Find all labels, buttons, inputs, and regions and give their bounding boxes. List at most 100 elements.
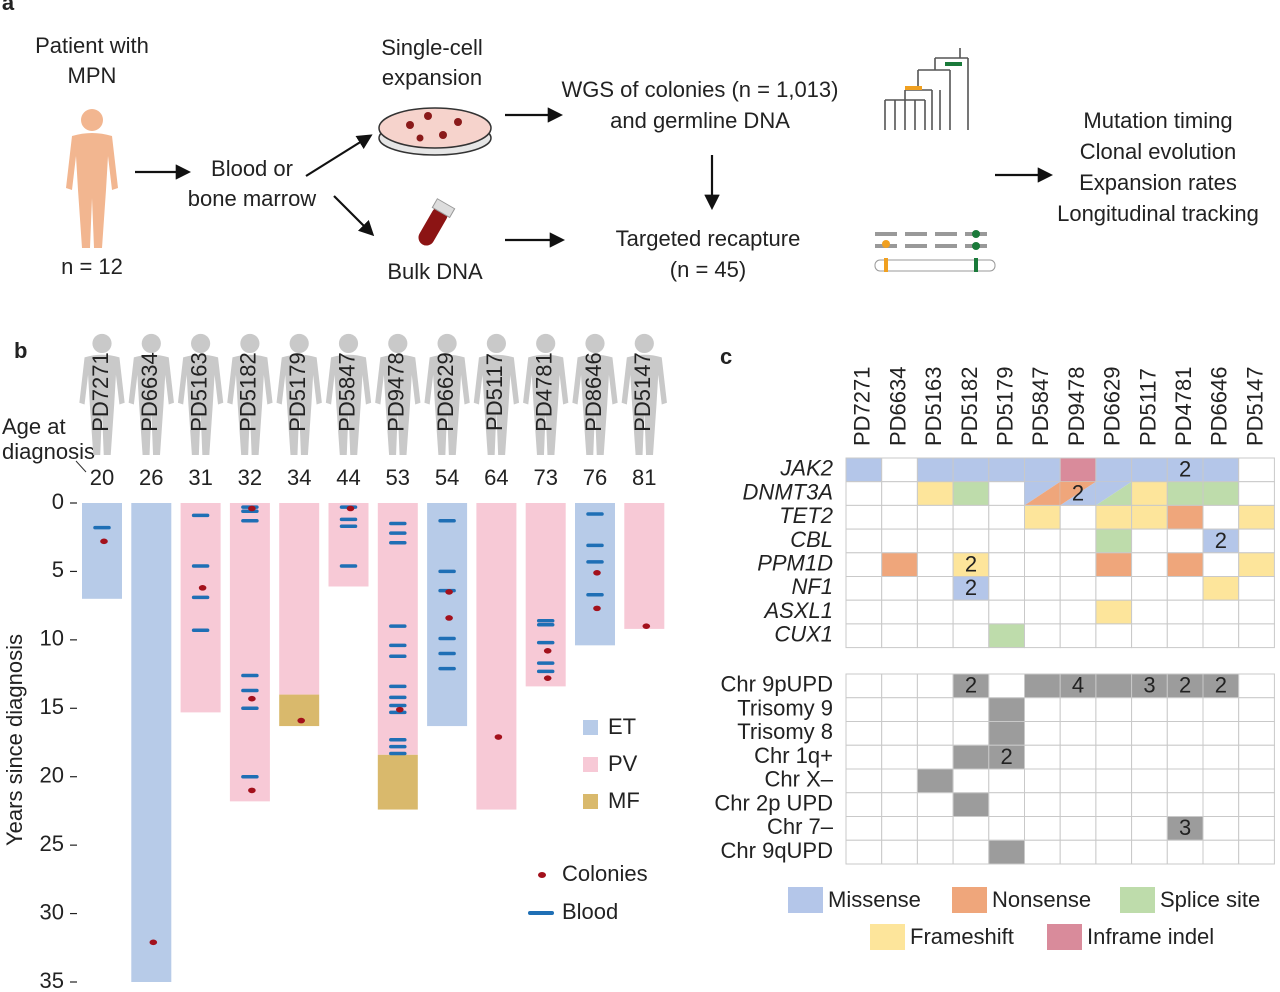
legend-label: ET (608, 714, 636, 739)
patient-id: PD8646 (581, 352, 606, 432)
mutation-cell (952, 528, 990, 554)
mutation-cell (1131, 528, 1168, 554)
mutation-cell (881, 457, 918, 483)
mutation-cell (988, 576, 1025, 601)
recapture-label: (n = 45) (670, 257, 746, 282)
chromosome-cell (988, 839, 1025, 865)
age: 26 (139, 465, 163, 490)
silhouette-head (289, 333, 309, 354)
mutation-cell (845, 576, 883, 601)
mutation-cell (845, 504, 883, 530)
colony-sample (543, 675, 552, 681)
chromosome-cell (988, 673, 1025, 699)
patient-label: Patient with (35, 33, 149, 58)
legend-swatch (1047, 924, 1082, 950)
patient-id: PD5847 (334, 352, 359, 432)
patient-id: PD7271 (88, 352, 113, 432)
age: 64 (484, 465, 508, 490)
mutation-cell (952, 457, 990, 483)
chromosome-cell (1095, 673, 1133, 699)
column-label: PD5847 (1028, 366, 1053, 446)
mutation-cell (916, 457, 954, 483)
mutation-cell (1131, 623, 1168, 649)
chromosome-cell (1238, 768, 1275, 794)
patient-id: PD6634 (137, 352, 162, 432)
mutation-cell (845, 623, 883, 649)
chromosome-count: 2 (1215, 673, 1227, 698)
column-label: PD5147 (1242, 366, 1267, 446)
recapture-label: Targeted recapture (616, 226, 801, 251)
mutation-cell-part (1060, 481, 1096, 506)
mutation-cell (1166, 528, 1204, 554)
chromosome-cell (952, 744, 990, 770)
colony-sample (248, 787, 256, 794)
mutation-cell (1202, 576, 1240, 601)
mutation-cell-part (1095, 481, 1132, 506)
patient-label: MPN (68, 63, 117, 88)
mutation-cell (1095, 504, 1133, 530)
chromosome-cell (1024, 697, 1061, 722)
colony-sample (642, 623, 651, 629)
chromosome-cell (1095, 792, 1133, 817)
legend-label: Splice site (1160, 887, 1260, 912)
chromosome-cell (881, 697, 918, 722)
silhouette (79, 333, 125, 455)
chromosome-cell (1166, 792, 1204, 817)
mutation-cell (1202, 552, 1240, 577)
mutation-cell (952, 481, 990, 506)
chromosome-count: 3 (1143, 673, 1155, 698)
chromosome-count: 4 (1072, 673, 1084, 698)
chromosome-label: Chr X– (765, 767, 834, 792)
colony-sample (297, 717, 306, 724)
mutation-cell (916, 552, 954, 577)
chromosome-cell (1238, 697, 1275, 722)
silhouette-head (486, 333, 506, 354)
phase-bar (279, 503, 320, 695)
silhouette-head (437, 333, 457, 354)
silhouette-body (375, 354, 421, 455)
chromosome-cell (1202, 697, 1240, 722)
mutation-cell (1166, 504, 1204, 530)
age-label: Age at (2, 414, 66, 439)
colony-sample (248, 695, 256, 702)
mutation-cell (1238, 552, 1275, 577)
chromosome-cell (1024, 792, 1061, 817)
mutation-cell (1095, 528, 1133, 554)
y-tick-label: 20 (40, 763, 64, 788)
chromosome-cell (1059, 792, 1097, 817)
phase-bar (131, 503, 172, 982)
chromosome-cell (916, 744, 954, 770)
mutation-cell (988, 623, 1025, 649)
chromosome-cell (1024, 721, 1061, 746)
chromosome-cell (1131, 839, 1168, 865)
phase-bar (377, 754, 418, 810)
chromosome-cell (1059, 744, 1097, 770)
mutation-count: 2 (1179, 457, 1191, 482)
patient-id: PD5147 (630, 352, 655, 432)
chromosome-cell (1095, 697, 1133, 722)
chromosome-cell (1131, 768, 1168, 794)
age: 76 (583, 465, 607, 490)
chromosome-cell (1131, 792, 1168, 817)
chromosome-cell (916, 792, 954, 817)
chromosome-cell (988, 697, 1025, 722)
silhouette-body (621, 354, 667, 455)
mutation-cell (988, 457, 1025, 483)
mutation-cell (1166, 599, 1204, 625)
mutation-cell (881, 528, 918, 554)
age: 54 (435, 465, 459, 490)
colony-sample (593, 569, 601, 576)
silhouette (177, 333, 224, 455)
chromosome-count: 2 (1001, 744, 1013, 769)
chromosome-cell (1059, 768, 1097, 794)
silhouette (424, 333, 470, 455)
gene-label: PPM1D (757, 550, 833, 575)
mutation-cell (988, 481, 1025, 506)
mutation-cell (1202, 504, 1240, 530)
chromosome-cell (1238, 673, 1275, 699)
mutation-cell (1131, 504, 1168, 530)
chromosome-cell (1202, 839, 1240, 865)
gene-label: JAK2 (779, 456, 833, 481)
colony-sample (149, 939, 158, 946)
mutation-cell (1024, 528, 1061, 554)
